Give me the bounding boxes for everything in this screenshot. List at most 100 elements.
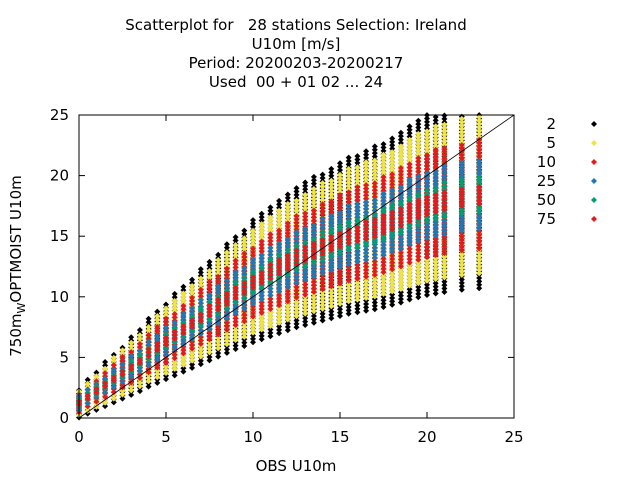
point [406, 190, 413, 197]
point [371, 236, 378, 243]
point [206, 305, 213, 312]
point [293, 197, 300, 204]
point [163, 327, 169, 334]
point [415, 266, 422, 273]
point [293, 287, 300, 294]
point [345, 267, 352, 274]
point [128, 358, 135, 365]
point [197, 318, 204, 325]
point [397, 268, 404, 275]
point [310, 189, 317, 196]
point [328, 226, 335, 233]
point [476, 153, 483, 160]
point [415, 183, 422, 190]
point [128, 353, 135, 360]
point [319, 204, 326, 211]
point [432, 222, 439, 229]
point [293, 207, 300, 214]
point [441, 179, 448, 186]
point [293, 291, 300, 298]
point [119, 353, 126, 360]
point [293, 266, 300, 273]
point [171, 301, 178, 308]
point [354, 187, 361, 194]
point [406, 286, 413, 293]
point [197, 275, 204, 282]
point [223, 249, 230, 256]
point [458, 210, 465, 217]
point [458, 265, 465, 272]
point [441, 144, 448, 151]
point [389, 262, 396, 269]
point [215, 335, 222, 342]
point [328, 194, 335, 201]
point [476, 231, 483, 238]
point [406, 123, 413, 130]
point [337, 290, 343, 297]
point [310, 210, 317, 217]
point [458, 251, 465, 258]
point [154, 336, 161, 343]
point [354, 289, 361, 296]
point [180, 323, 187, 330]
point [258, 248, 265, 255]
point [163, 312, 169, 319]
point [397, 136, 404, 143]
point [180, 310, 187, 317]
point [302, 284, 309, 291]
point [276, 298, 283, 305]
point [119, 395, 126, 402]
point [163, 370, 169, 377]
point [110, 377, 117, 384]
point [328, 181, 335, 188]
point [136, 360, 143, 367]
point [267, 323, 274, 330]
title-line-2: U10m [m/s] [251, 35, 341, 53]
point [189, 301, 196, 308]
point [258, 279, 265, 286]
point [302, 276, 309, 283]
point [284, 255, 291, 262]
point [371, 150, 378, 157]
point [232, 309, 239, 316]
point [354, 217, 361, 224]
point [250, 241, 256, 248]
point [441, 148, 448, 155]
point [328, 187, 335, 194]
point [110, 358, 117, 365]
point [189, 361, 196, 368]
point [363, 260, 370, 267]
point [302, 235, 309, 242]
point [389, 301, 396, 308]
point [415, 280, 422, 287]
point [371, 207, 378, 214]
point [458, 233, 465, 240]
point [267, 309, 274, 316]
point [145, 335, 152, 342]
point [302, 220, 309, 227]
point [337, 312, 343, 319]
point [128, 343, 135, 350]
point [397, 260, 404, 267]
point [293, 284, 300, 291]
point [337, 167, 343, 174]
point [458, 136, 465, 143]
point [258, 326, 265, 333]
point [397, 292, 404, 299]
point [476, 218, 483, 225]
point [441, 135, 448, 142]
point [310, 202, 317, 209]
point [389, 152, 396, 159]
point [206, 322, 213, 329]
point [293, 279, 300, 286]
point [406, 176, 413, 183]
point [415, 234, 422, 241]
point [328, 289, 335, 296]
point [354, 208, 361, 215]
point [458, 159, 465, 166]
point [424, 231, 430, 238]
point [380, 303, 387, 310]
point [284, 288, 291, 295]
title-line-3: Period: 20200203-20200217 [188, 54, 404, 72]
point [432, 117, 439, 124]
